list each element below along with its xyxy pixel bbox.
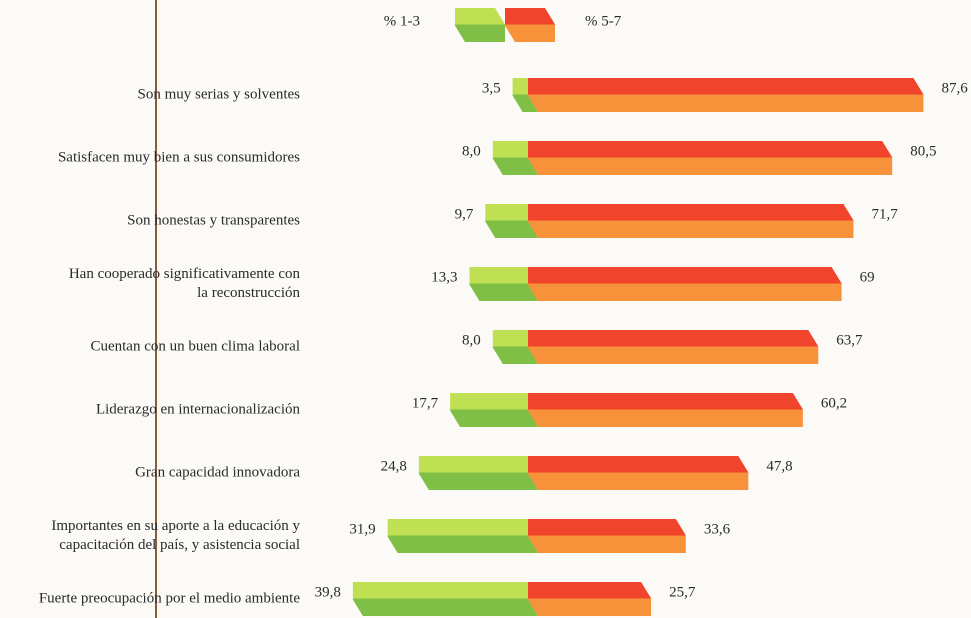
- bar: [528, 267, 842, 301]
- bar: [352, 582, 538, 616]
- bar: [528, 330, 819, 364]
- value-label: 80,5: [910, 143, 936, 159]
- category-label: Gran capacidad innovadora: [135, 464, 300, 480]
- bar: [528, 456, 749, 490]
- category-label: Cuentan con un buen clima laboral: [90, 338, 300, 354]
- bar: [387, 519, 538, 553]
- value-label: 24,8: [381, 458, 407, 474]
- category-label: Han cooperado significativamente con: [69, 266, 301, 282]
- category-label: Satisfacen muy bien a sus consumidores: [58, 149, 300, 165]
- bar: [528, 78, 924, 112]
- value-label: 69: [860, 269, 875, 285]
- value-label: 63,7: [836, 332, 863, 348]
- value-label: 13,3: [431, 269, 457, 285]
- legend-label: % 1-3: [384, 13, 420, 29]
- value-label: 87,6: [941, 80, 968, 96]
- value-label: 71,7: [871, 206, 898, 222]
- bar: [528, 204, 854, 238]
- bar: [450, 393, 538, 427]
- category-label: Importantes en su aporte a la educación …: [51, 518, 300, 534]
- bar: [469, 267, 538, 301]
- category-label: capacitación del país, y asistencia soci…: [59, 537, 300, 553]
- bar: [492, 330, 538, 364]
- bar: [528, 393, 803, 427]
- bar: [492, 141, 538, 175]
- bar: [528, 582, 652, 616]
- legend-swatch: [505, 8, 555, 42]
- category-label: Son honestas y transparentes: [127, 212, 300, 228]
- value-label: 47,8: [766, 458, 792, 474]
- bar: [528, 141, 893, 175]
- category-label: la reconstrucción: [197, 285, 300, 301]
- category-label: Liderazgo en internacionalización: [96, 401, 301, 417]
- value-label: 33,6: [704, 521, 731, 537]
- value-label: 25,7: [669, 584, 696, 600]
- category-label: Fuerte preocupación por el medio ambient…: [39, 590, 300, 606]
- bar: [485, 204, 538, 238]
- value-label: 8,0: [462, 143, 481, 159]
- legend-swatch: [455, 8, 505, 42]
- value-label: 31,9: [349, 521, 375, 537]
- value-label: 3,5: [482, 80, 501, 96]
- value-label: 60,2: [821, 395, 847, 411]
- bar: [418, 456, 538, 490]
- value-label: 9,7: [455, 206, 474, 222]
- value-label: 17,7: [412, 395, 439, 411]
- category-label: Son muy serias y solventes: [138, 86, 301, 102]
- bar: [528, 519, 686, 553]
- legend-label: % 5-7: [585, 13, 622, 29]
- value-label: 39,8: [315, 584, 341, 600]
- value-label: 8,0: [462, 332, 481, 348]
